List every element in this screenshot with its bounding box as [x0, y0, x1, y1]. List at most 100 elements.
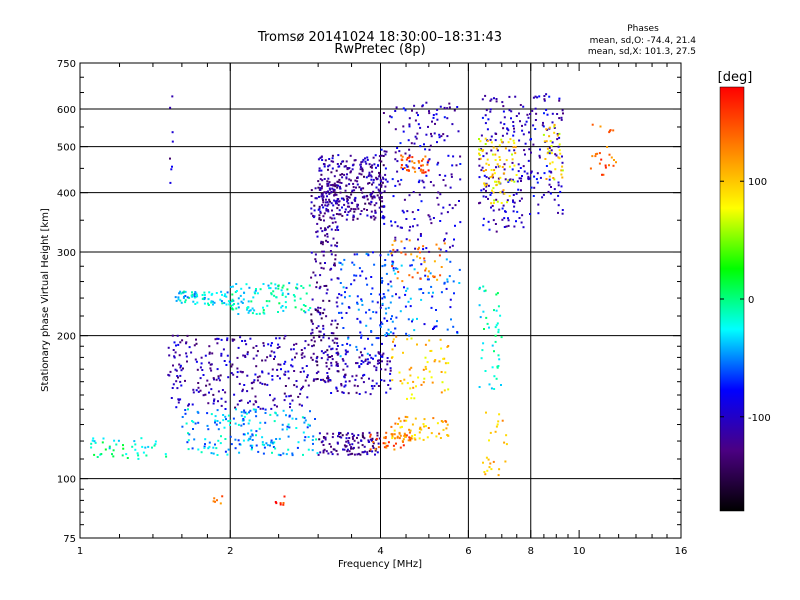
echo-point	[394, 437, 396, 440]
echo-point	[557, 145, 560, 148]
echo-point	[351, 432, 354, 435]
echo-point	[232, 299, 235, 302]
echo-point	[380, 355, 383, 358]
echo-point	[222, 419, 225, 422]
echo-point	[263, 312, 266, 315]
echo-point	[339, 187, 342, 190]
echo-point	[371, 170, 374, 173]
echo-point	[558, 157, 561, 160]
echo-point	[346, 448, 349, 451]
echo-point	[561, 212, 564, 215]
echo-point	[208, 291, 211, 294]
echo-point	[278, 302, 281, 305]
echo-point	[259, 407, 262, 410]
echo-point	[381, 265, 384, 268]
echo-point	[371, 300, 374, 303]
echo-point	[177, 376, 179, 379]
echo-point	[490, 169, 493, 171]
echo-point	[409, 297, 412, 300]
echo-point	[411, 160, 414, 163]
echo-point	[341, 316, 344, 319]
echo-point	[319, 156, 322, 159]
echo-point	[335, 352, 338, 355]
echo-point	[374, 354, 377, 357]
echo-point	[408, 154, 411, 157]
echo-point	[493, 97, 495, 100]
echo-point	[527, 116, 530, 119]
echo-point	[389, 115, 392, 118]
echo-point	[329, 356, 332, 358]
echo-point	[442, 357, 445, 360]
echo-point	[326, 353, 329, 356]
echo-point	[325, 207, 328, 210]
x-tick-label: 16	[675, 546, 688, 557]
echo-point	[345, 286, 348, 289]
echo-point	[408, 229, 411, 232]
echo-point	[356, 177, 358, 179]
echo-point	[310, 251, 313, 254]
echo-point	[250, 429, 253, 432]
echo-point	[320, 240, 323, 243]
echo-point	[485, 109, 488, 112]
echo-point	[422, 438, 425, 441]
echo-point	[184, 409, 187, 411]
echo-point	[318, 336, 321, 338]
echo-point	[407, 139, 410, 142]
echo-point	[389, 301, 392, 304]
echo-point	[487, 220, 490, 223]
echo-point	[352, 437, 354, 440]
echo-point	[369, 203, 372, 206]
echo-point	[360, 363, 363, 365]
x-tick-label: 1	[77, 546, 83, 557]
echo-point	[102, 437, 105, 440]
echo-point	[261, 359, 264, 362]
echo-point	[374, 453, 376, 456]
echo-point	[244, 354, 246, 357]
echo-point	[497, 328, 500, 331]
echo-point	[404, 152, 407, 155]
echo-point	[164, 453, 167, 456]
echo-point	[500, 138, 503, 141]
echo-point	[301, 387, 303, 390]
echo-point	[418, 428, 421, 430]
echo-point	[418, 161, 421, 164]
echo-point	[483, 471, 486, 473]
echo-point	[348, 183, 351, 186]
echo-point	[419, 169, 422, 172]
echo-point	[410, 437, 413, 440]
echo-point	[312, 214, 314, 217]
echo-point	[212, 300, 214, 303]
echo-point	[495, 180, 498, 183]
echo-point	[331, 187, 334, 190]
echo-point	[426, 163, 429, 166]
echo-point	[253, 291, 256, 294]
echo-point	[512, 125, 515, 127]
echo-point	[485, 316, 488, 319]
echo-point	[287, 377, 290, 380]
echo-point	[498, 165, 501, 168]
echo-point	[293, 370, 296, 372]
echo-point	[363, 445, 366, 448]
echo-point	[359, 163, 362, 166]
echo-point	[392, 332, 395, 335]
echo-point	[343, 448, 346, 451]
echo-point	[213, 301, 216, 304]
echo-point	[210, 363, 213, 366]
echo-point	[296, 283, 299, 286]
echo-point	[249, 435, 252, 438]
echo-point	[360, 188, 363, 191]
echo-point	[265, 442, 268, 445]
echo-point	[324, 159, 327, 162]
echo-point	[361, 451, 364, 454]
echo-point	[262, 283, 265, 285]
y-axis-label: Stationary phase Virtual Height [km]	[40, 208, 51, 392]
echo-point	[126, 457, 129, 459]
echo-point	[487, 118, 490, 121]
echo-point	[447, 362, 450, 365]
echo-point	[383, 222, 386, 225]
echo-point	[219, 374, 222, 377]
echo-point	[297, 441, 300, 444]
echo-point	[499, 158, 502, 161]
echo-point	[257, 406, 260, 408]
echo-point	[200, 451, 203, 454]
